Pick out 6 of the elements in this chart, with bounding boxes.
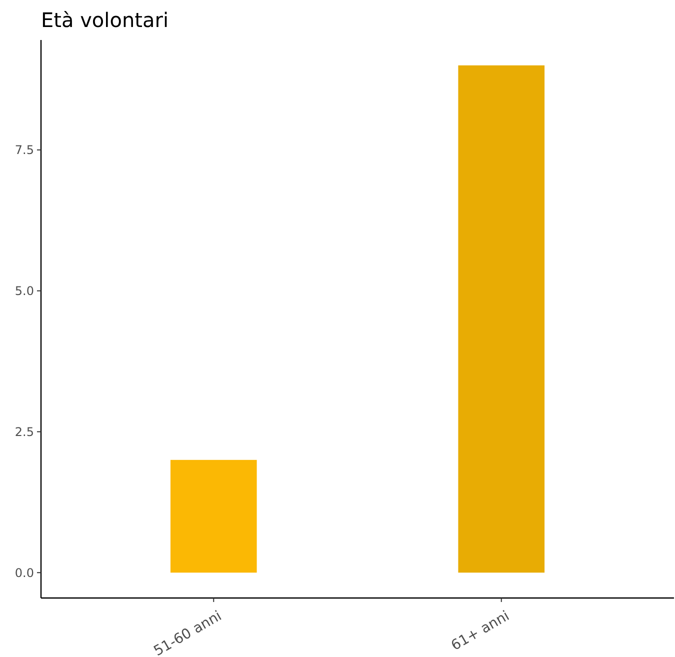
chart-title: Età volontari: [41, 8, 169, 32]
x-tick-label: 61+ anni: [448, 608, 512, 654]
y-tick-label: 7.5: [14, 143, 34, 158]
y-tick-label: 0.0: [14, 566, 34, 580]
y-tick-label: 2.5: [14, 424, 34, 439]
y-tick-label: 5.0: [14, 284, 34, 298]
